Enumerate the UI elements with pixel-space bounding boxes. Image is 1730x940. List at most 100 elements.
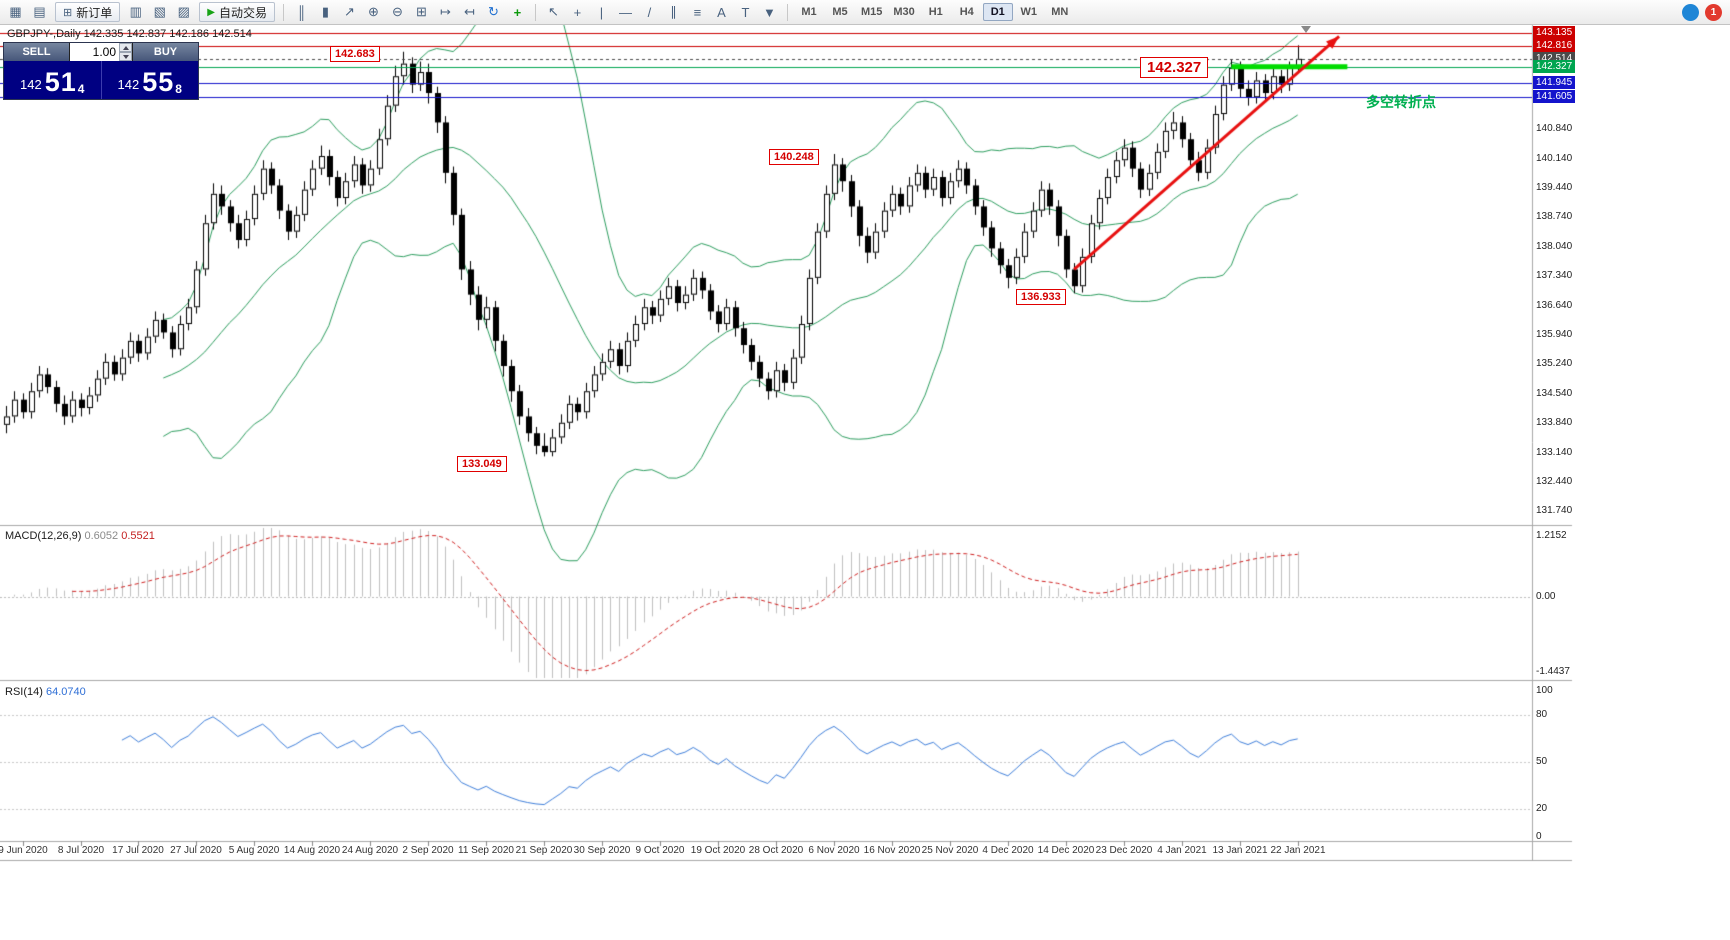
crosshair-icon[interactable]: + — [573, 4, 582, 20]
chart-symbol-ohlc: GBPJPY-,Daily 142.335 142.837 142.186 14… — [7, 28, 252, 40]
symbol-title: GBPJPY-,Daily — [7, 28, 81, 40]
date-label: 27 Jul 2020 — [170, 845, 222, 856]
symbol-ohlc-values: 142.335 142.837 142.186 142.514 — [83, 28, 252, 40]
price-tag-141.945[interactable]: 141.945 — [1533, 76, 1576, 89]
timeframe-m5[interactable]: M5 — [832, 6, 848, 18]
one-click-trading-panel: SELL 1.00 BUY 142 51 4 142 55 8 — [3, 42, 199, 100]
price-scale-label: 133.840 — [1536, 417, 1573, 428]
price-scale-label: 132.440 — [1536, 476, 1573, 487]
date-label: 6 Nov 2020 — [808, 845, 860, 856]
data-window-icon[interactable]: ▧ — [153, 4, 166, 19]
date-label: 24 Aug 2020 — [341, 845, 399, 856]
market-watch-icon[interactable]: ▥ — [129, 4, 142, 19]
price-label-142683[interactable]: 142.683 — [330, 46, 380, 62]
price-scale-label: 134.540 — [1536, 388, 1573, 399]
fibonacci-icon[interactable]: ≡ — [693, 4, 702, 20]
chart-shift-marker[interactable] — [1301, 26, 1311, 33]
date-label: 14 Aug 2020 — [283, 845, 341, 856]
sell-button[interactable]: SELL — [4, 43, 69, 61]
timeframe-d1[interactable]: D1 — [982, 3, 1013, 21]
timeframe-m30[interactable]: M30 — [893, 6, 915, 18]
vertical-line-icon[interactable]: | — [599, 4, 604, 20]
tile-windows-icon[interactable]: ⊞ — [416, 4, 427, 19]
navigator-icon[interactable]: ▨ — [177, 4, 190, 19]
price-tag-141.605[interactable]: 141.605 — [1533, 90, 1576, 103]
zoom-out-icon[interactable]: ⊖ — [392, 4, 403, 19]
price-tag-142.327[interactable]: 142.327 — [1533, 60, 1576, 73]
autotrading-label: 自动交易 — [218, 5, 267, 20]
price-scale-label: 140.840 — [1536, 123, 1573, 134]
text-icon[interactable]: A — [717, 4, 726, 20]
macd-indicator-label: MACD(12,26,9) 0.6052 0.5521 — [5, 530, 155, 542]
price-scale-label: 138.740 — [1536, 211, 1573, 222]
price-scale-label: 140.140 — [1536, 153, 1573, 164]
timeframe-m1[interactable]: M1 — [801, 6, 817, 18]
new-order-button[interactable]: ⊞ 新订单 — [55, 2, 121, 22]
volume-down-icon[interactable] — [119, 52, 132, 61]
macd-scale-min: -1.4437 — [1536, 666, 1570, 677]
timeframe-h4[interactable]: H4 — [959, 6, 974, 18]
label-icon[interactable]: T — [741, 4, 750, 20]
date-label: 14 Dec 2020 — [1037, 845, 1095, 856]
rsi-scale-label: 100 — [1536, 685, 1553, 696]
bid-price[interactable]: 142 51 4 — [4, 61, 102, 99]
price-scale-label: 137.340 — [1536, 270, 1573, 281]
turning-point-text[interactable]: 多空转折点 — [1366, 94, 1436, 110]
buy-button[interactable]: BUY — [133, 43, 198, 61]
timeframe-w1[interactable]: W1 — [1020, 6, 1038, 18]
volume-input[interactable]: 1.00 — [92, 45, 116, 59]
timeframe-mn[interactable]: MN — [1051, 6, 1069, 18]
rsi-indicator-label: RSI(14) 64.0740 — [5, 686, 86, 698]
price-label-142327[interactable]: 142.327 — [1140, 57, 1209, 78]
profiles-icon[interactable]: ▤ — [33, 4, 46, 19]
date-label: 17 Jul 2020 — [112, 845, 164, 856]
date-label: 16 Nov 2020 — [863, 845, 921, 856]
date-label: 21 Sep 2020 — [515, 845, 573, 856]
price-label-140248[interactable]: 140.248 — [769, 149, 819, 165]
candlestick-chart-icon[interactable]: ▮ — [321, 4, 330, 19]
toolbar-separator — [786, 3, 788, 21]
date-label: 19 Oct 2020 — [690, 845, 746, 856]
price-tag-143.135[interactable]: 143.135 — [1533, 26, 1576, 39]
toolbar-separator — [534, 3, 536, 21]
toolbar: ▦ ▤ ⊞ 新订单 ▥ ▧ ▨ ▶ 自动交易 ║ ▮ ↗ ⊕ ⊖ ⊞ ↦ ↤ ↻ + ↖ + | — / ∥ ≡ A T… — [0, 0, 1730, 25]
channel-icon[interactable]: ∥ — [670, 4, 677, 19]
bar-chart-icon[interactable]: ║ — [296, 4, 307, 20]
timeframe-h1[interactable]: H1 — [928, 6, 943, 18]
rsi-scale-label: 0 — [1536, 831, 1542, 842]
rsi-scale-label: 50 — [1536, 756, 1548, 767]
new-chart-icon[interactable]: ▦ — [9, 4, 22, 19]
line-chart-icon[interactable]: ↗ — [344, 4, 355, 19]
ask-price[interactable]: 142 55 8 — [117, 67, 182, 97]
price-scale-label: 135.240 — [1536, 358, 1573, 369]
horizontal-line-icon[interactable]: — — [618, 4, 632, 20]
volume-stepper[interactable]: 1.00 — [69, 43, 133, 61]
date-label: 2 Sep 2020 — [402, 845, 454, 856]
price-label-136933[interactable]: 136.933 — [1016, 289, 1066, 305]
trendline-icon[interactable]: / — [647, 4, 652, 20]
date-label: 4 Dec 2020 — [982, 845, 1034, 856]
macd-scale-max: 1.2152 — [1536, 530, 1567, 541]
indicators-icon[interactable]: + — [513, 4, 522, 20]
new-order-icon: ⊞ — [63, 6, 73, 19]
autotrading-button[interactable]: ▶ 自动交易 — [199, 2, 275, 22]
chart-shift-icon[interactable]: ↤ — [464, 4, 475, 19]
cursor-icon[interactable]: ↖ — [548, 4, 559, 19]
auto-scroll-icon[interactable]: ↦ — [440, 4, 451, 19]
price-tag-142.816[interactable]: 142.816 — [1533, 39, 1576, 52]
price-label-133049[interactable]: 133.049 — [457, 456, 507, 472]
price-scale-label: 139.440 — [1536, 182, 1573, 193]
date-label: 30 Sep 2020 — [573, 845, 631, 856]
refresh-icon[interactable]: ↻ — [488, 4, 499, 19]
new-order-label: 新订单 — [76, 5, 113, 20]
toolbar-separator — [282, 3, 284, 21]
zoom-in-icon[interactable]: ⊕ — [368, 4, 379, 19]
arrows-icon[interactable]: ▼ — [763, 4, 776, 20]
community-icon[interactable] — [1682, 3, 1699, 21]
price-scale-label: 138.040 — [1536, 241, 1573, 252]
timeframe-m15[interactable]: M15 — [860, 6, 883, 18]
date-label: 28 Oct 2020 — [748, 845, 804, 856]
notifications-badge[interactable]: 1 — [1705, 3, 1722, 21]
volume-up-icon[interactable] — [119, 43, 132, 52]
